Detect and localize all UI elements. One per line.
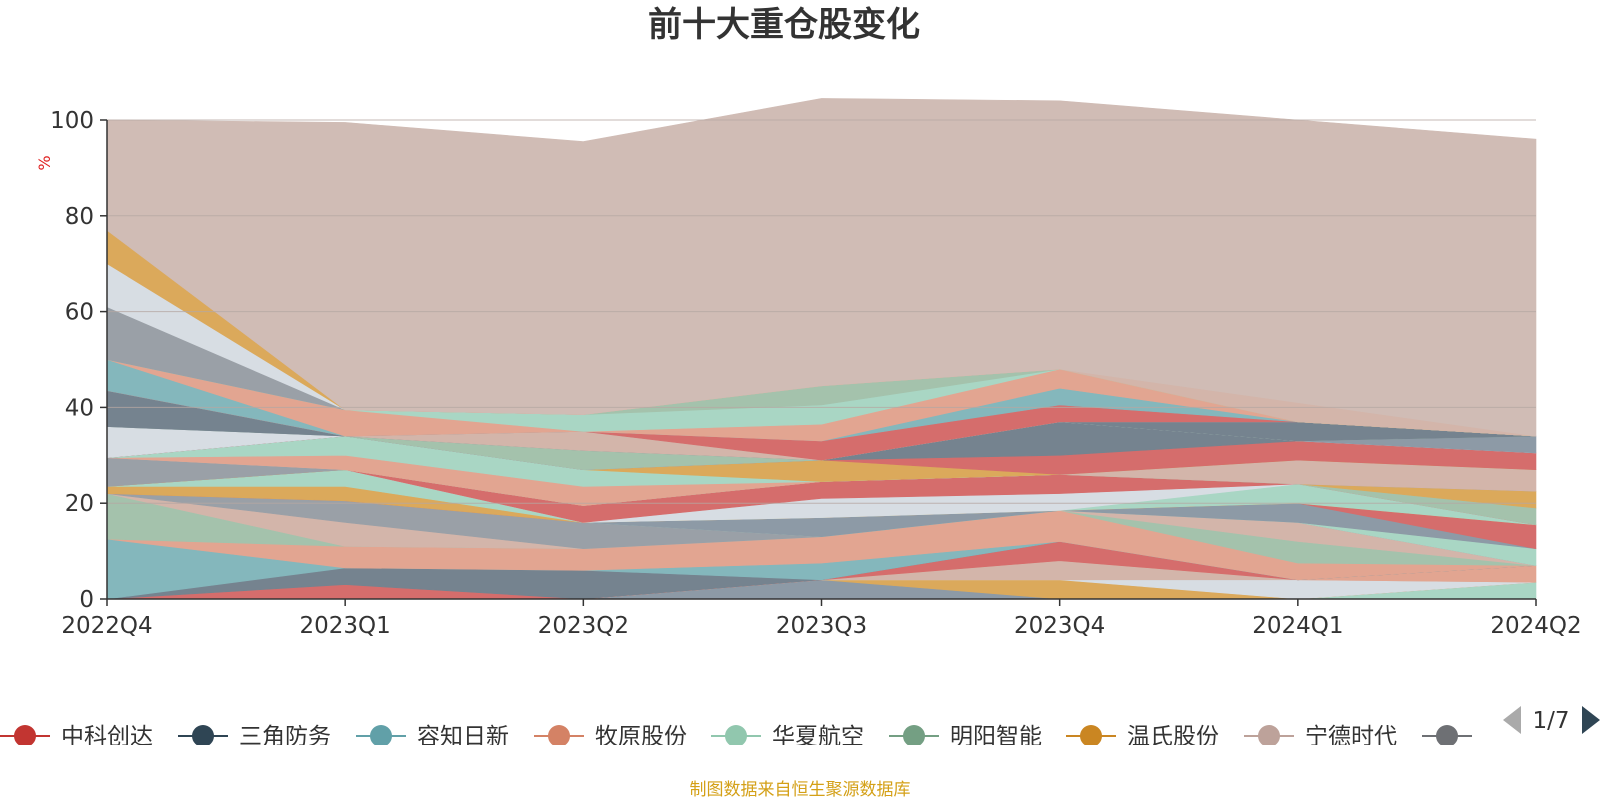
legend-dot-marker <box>192 725 214 745</box>
legend-item[interactable]: 华夏航空 <box>711 724 864 750</box>
legend-label: 华夏航空 <box>772 724 864 750</box>
x-tick-label: 2024Q1 <box>1252 613 1343 639</box>
x-tick-label: 2023Q1 <box>300 613 391 639</box>
chart-title: 前十大重仓股变化 <box>648 5 920 45</box>
legend-dot-marker <box>1436 725 1458 745</box>
legend-item[interactable]: 中科创达 <box>0 724 153 750</box>
legend-item[interactable]: 牧原股份 <box>534 724 687 750</box>
legend-prev-page-button[interactable] <box>1503 706 1521 734</box>
legend-label: 三角防务 <box>239 724 331 750</box>
legend-label: 宁德时代 <box>1305 724 1397 750</box>
legend-pager: 1/7 <box>1503 706 1600 734</box>
x-tick-label: 2023Q3 <box>776 613 867 639</box>
series-area-44 <box>106 98 1537 437</box>
legend-dot-marker <box>725 725 747 745</box>
legend-dot-marker <box>1080 725 1102 745</box>
legend-label: 容知日新 <box>417 724 509 750</box>
legend-label: 中科创达 <box>61 724 153 750</box>
x-tick-label: 2024Q2 <box>1490 613 1581 639</box>
legend-dot-marker <box>903 725 925 745</box>
gridlines <box>107 119 1536 504</box>
y-tick-label: 60 <box>65 300 94 326</box>
data-source-note: 制图数据来自恒生聚源数据库 <box>690 780 911 800</box>
y-tick-label: 80 <box>65 204 94 230</box>
legend-label: 明阳智能 <box>950 724 1042 750</box>
axes: 0 20 40 60 80 100 2022Q4 2023Q1 2023Q2 2023Q3 2023… <box>50 108 1582 639</box>
legend: 中科创达 三角防务 容知日新 牧原股份 华夏航空 明阳智能 温氏股份 宁德时代 海 <box>0 724 1506 750</box>
y-tick-label: 40 <box>65 395 94 421</box>
legend-dot-marker <box>14 725 36 745</box>
x-tick-label: 2022Q4 <box>61 613 152 639</box>
legend-label: 牧原股份 <box>595 724 687 750</box>
stacked-areas <box>106 98 1537 600</box>
legend-item[interactable]: 容知日新 <box>356 724 509 750</box>
legend-next-page-button[interactable] <box>1582 706 1600 734</box>
legend-dot-marker <box>370 725 392 745</box>
legend-item[interactable]: 明阳智能 <box>889 724 1042 750</box>
x-tick-label: 2023Q4 <box>1014 613 1105 639</box>
legend-page-indicator: 1/7 <box>1532 708 1569 734</box>
legend-item[interactable]: 海 <box>1422 724 1506 750</box>
legend-label: 海 <box>1483 724 1506 750</box>
y-tick-label: 20 <box>65 491 94 517</box>
y-tick-label: 0 <box>79 587 94 613</box>
x-tick-label: 2023Q2 <box>538 613 629 639</box>
legend-item[interactable]: 三角防务 <box>178 724 331 750</box>
legend-label: 温氏股份 <box>1127 724 1219 750</box>
legend-item[interactable]: 温氏股份 <box>1066 724 1219 750</box>
legend-item[interactable]: 宁德时代 <box>1244 724 1397 750</box>
legend-dot-marker <box>1258 725 1280 745</box>
y-axis-unit: % <box>35 155 54 170</box>
y-tick-label: 100 <box>50 108 94 134</box>
legend-dot-marker <box>548 725 570 745</box>
